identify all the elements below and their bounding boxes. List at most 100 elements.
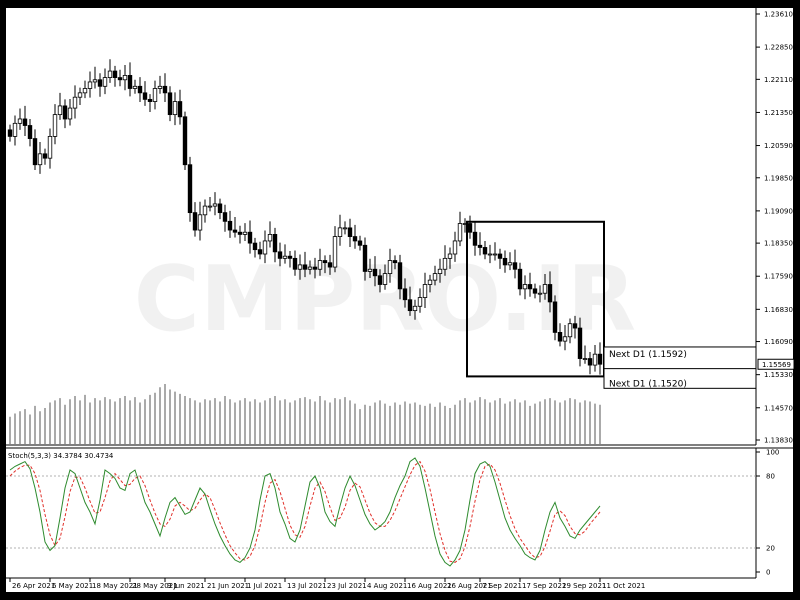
candle-body <box>302 264 308 270</box>
candle-body <box>322 260 328 264</box>
candle-body <box>7 129 13 137</box>
x-tick-label: 11 Oct 2021 <box>602 582 645 590</box>
candle-body <box>47 135 53 159</box>
candle-body <box>362 244 368 272</box>
annotation-box <box>603 346 757 389</box>
candle-body <box>282 255 288 259</box>
x-tick-label: 7 Sep 2021 <box>482 582 522 590</box>
candle-body <box>237 231 243 235</box>
candle-body <box>367 268 373 272</box>
candle-body <box>577 327 583 359</box>
candle-body <box>107 70 113 78</box>
candle-body <box>42 153 48 159</box>
stochastic-tick-label: 100 <box>766 449 779 457</box>
candle-body <box>102 77 108 87</box>
candle-body <box>532 288 538 294</box>
candle-body <box>387 260 393 275</box>
stochastic-axis-ticks: 100 80 20 0 <box>756 449 779 577</box>
candle-body <box>72 96 78 109</box>
candle-body <box>527 284 533 290</box>
candle-body <box>32 138 38 166</box>
candle-body <box>422 284 428 298</box>
stochastic-signal-line <box>9 460 601 563</box>
candle-body <box>457 223 463 242</box>
candle-body <box>332 236 338 268</box>
candle-body <box>277 251 283 259</box>
y-tick-label: 1.21350 <box>764 109 793 117</box>
candle-body <box>192 212 198 231</box>
candle-body <box>397 262 403 290</box>
candle-body <box>402 288 408 301</box>
candle-body <box>182 116 188 166</box>
candle-body <box>232 229 238 233</box>
current-price-box <box>757 358 795 370</box>
x-tick-label: 21 Jun 2021 <box>207 582 249 590</box>
candle-body <box>517 268 523 290</box>
candle-body <box>62 105 68 120</box>
candle-body <box>442 257 448 270</box>
candle-body <box>567 323 573 338</box>
candle-body <box>447 253 453 259</box>
candle-body <box>552 301 558 333</box>
candle-body <box>342 227 348 230</box>
x-tick-label: 1 Jul 2021 <box>247 582 282 590</box>
x-tick-label: 18 May 2021 <box>92 582 138 590</box>
y-tick-label: 1.19850 <box>764 174 793 182</box>
candle-body <box>472 231 478 246</box>
x-tick-label: 29 Sep 2021 <box>562 582 606 590</box>
y-tick-label: 1.22850 <box>764 44 793 52</box>
current-price-marker: 1.15569 <box>757 358 795 370</box>
candle-body <box>512 262 518 270</box>
candle-body <box>437 268 443 275</box>
y-tick-label: 1.15330 <box>764 371 793 379</box>
candle-body <box>127 75 133 89</box>
candle-body <box>122 75 128 81</box>
candle-body <box>352 236 358 242</box>
x-tick-label: 17 Sep 2021 <box>522 582 566 590</box>
stochastic-levels <box>6 475 756 549</box>
candle-body <box>247 231 253 244</box>
y-axis-ticks: 1.23610 1.22850 1.22110 1.21350 1.20590 1.198… <box>756 11 793 445</box>
candle-body <box>392 260 398 264</box>
stochastic-label: Stoch(5,3,3) 34.3784 30.4734 <box>8 452 114 460</box>
candle-body <box>412 305 418 312</box>
candle-body <box>562 336 568 342</box>
candle-body <box>117 77 123 81</box>
candle-body <box>162 85 168 94</box>
candle-body <box>52 114 58 137</box>
x-tick-label: 16 Aug 2021 <box>407 582 452 590</box>
candle-body <box>212 203 218 207</box>
candle-body <box>407 299 413 312</box>
x-tick-label: 13 Jul 2021 <box>287 582 327 590</box>
candle-body <box>267 234 273 242</box>
candle-body <box>587 358 593 366</box>
candle-body <box>242 231 248 235</box>
candles <box>7 59 603 375</box>
candle-body <box>167 92 173 116</box>
candle-body <box>227 220 233 231</box>
x-tick-label: 23 Jul 2021 <box>327 582 367 590</box>
candle-body <box>112 70 118 78</box>
highlight-box <box>466 220 605 378</box>
x-tick-label: 9 Jun 2021 <box>167 582 205 590</box>
candle-body <box>82 88 88 94</box>
candle-body <box>497 253 503 259</box>
candle-body <box>582 358 588 360</box>
candle-body <box>17 118 23 124</box>
stochastic-tick-label: 20 <box>766 545 775 553</box>
candle-body <box>22 118 28 126</box>
y-tick-label: 1.16090 <box>764 338 793 346</box>
candle-body <box>557 332 563 342</box>
candle-body <box>477 244 483 248</box>
candle-body <box>87 81 93 89</box>
y-tick-label: 1.23610 <box>764 11 793 19</box>
candle-body <box>152 88 158 102</box>
candle-body <box>257 249 263 255</box>
candle-body <box>382 273 388 285</box>
candle-body <box>57 105 63 116</box>
candle-body <box>157 85 163 89</box>
candle-body <box>377 275 383 285</box>
candle-body <box>252 242 258 251</box>
candle-body <box>292 257 298 270</box>
